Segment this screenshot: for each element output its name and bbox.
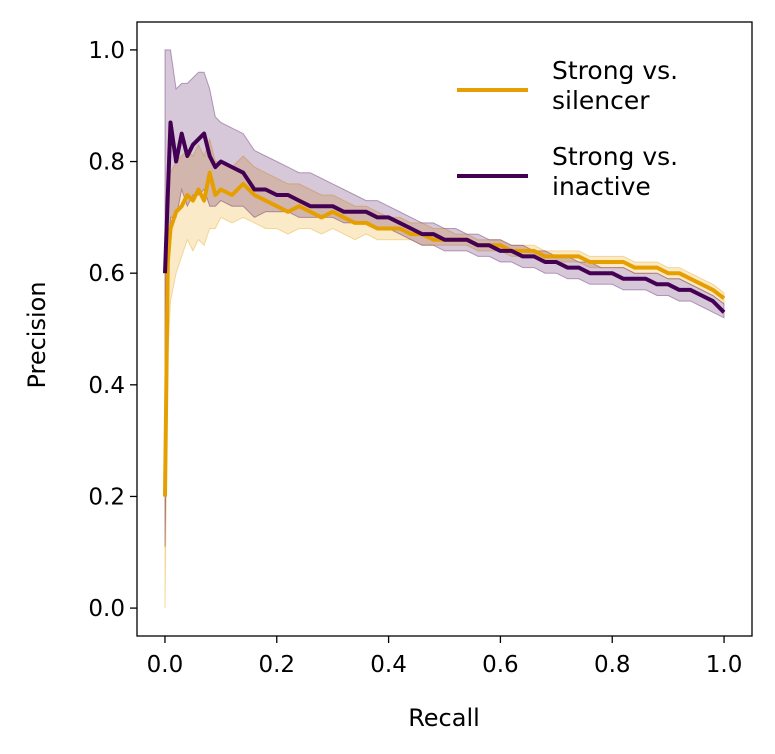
legend: Strong vs. silencer Strong vs. inactive [457,56,678,201]
x-tick-label: 0.2 [258,652,295,678]
y-tick-label: 0.8 [88,150,125,176]
confidence-bands [164,49,725,609]
y-tick-label: 0.2 [88,484,125,510]
legend-label-strong-vs-inactive: Strong vs. inactive [552,142,678,201]
band-strong-vs-inactive [164,49,725,547]
band-strong-vs-silencer [164,137,725,609]
x-tick-label: 0.6 [482,652,519,678]
x-axis-ticks: 0.0 0.2 0.4 0.6 0.8 1.0 [147,636,743,678]
y-axis-ticks: 0.0 0.2 0.4 0.6 0.8 1.0 [88,38,137,622]
y-tick-label: 0.4 [88,373,125,399]
line-strong-vs-silencer [163,170,726,497]
line-strong-vs-inactive [163,120,726,314]
x-tick-label: 0.4 [370,652,407,678]
x-tick-label: 0.8 [594,652,631,678]
y-tick-label: 1.0 [88,38,125,64]
legend-label-strong-vs-silencer: Strong vs. silencer [552,56,678,115]
plot-frame [136,21,753,637]
series-lines [163,120,726,497]
y-tick-label: 0.0 [88,596,125,622]
x-tick-label: 1.0 [706,652,743,678]
y-axis-label: Precision [23,281,51,388]
y-tick-label: 0.6 [88,261,125,287]
x-axis-label: Recall [408,704,480,732]
x-tick-label: 0.0 [147,652,184,678]
